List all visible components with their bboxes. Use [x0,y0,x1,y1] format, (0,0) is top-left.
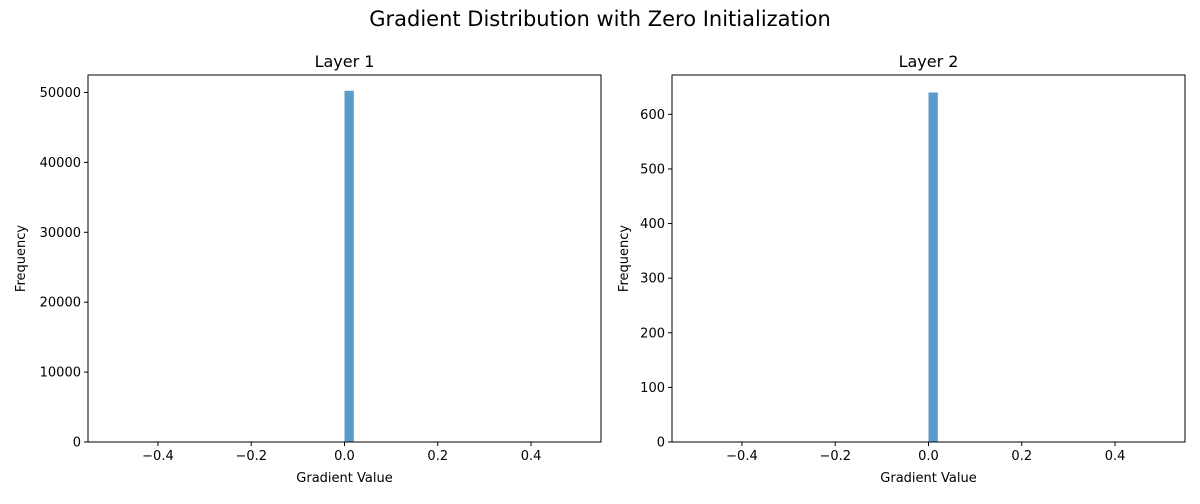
figure-title: Gradient Distribution with Zero Initiali… [369,7,831,31]
x-axis-label: Gradient Value [880,471,976,486]
y-tick-label: 10000 [40,366,81,381]
x-tick-label: −0.4 [726,449,758,464]
x-tick-label: 0.0 [334,449,355,464]
y-tick-label: 50000 [40,86,81,101]
y-tick-label: 400 [640,217,665,232]
y-tick-label: 200 [640,326,665,341]
subplot-title: Layer 2 [899,52,959,71]
subplot-title: Layer 1 [315,52,375,71]
y-tick-label: 0 [73,436,81,451]
x-tick-label: 0.2 [427,449,448,464]
histogram-bar [928,92,938,442]
y-tick-label: 500 [640,162,665,177]
y-tick-label: 100 [640,381,665,396]
y-tick-label: 0 [657,436,665,451]
x-tick-label: 0.4 [1105,449,1126,464]
x-tick-label: 0.2 [1011,449,1032,464]
y-tick-label: 300 [640,272,665,287]
x-tick-label: 0.4 [521,449,542,464]
x-tick-label: −0.4 [142,449,174,464]
histogram-bar [344,90,354,443]
subplot-layer-2: −0.4 −0.2 0.0 0.2 0.4 0 100 200 300 400 500 600 Laye… [617,52,1186,486]
y-tick-label: 600 [640,108,665,123]
x-axis-label: Gradient Value [296,471,392,486]
y-tick-label: 30000 [40,226,81,241]
x-tick-label: −0.2 [819,449,851,464]
y-tick-label: 40000 [40,156,81,171]
y-axis-label: Frequency [14,225,29,292]
x-tick-label: −0.2 [235,449,267,464]
y-axis-label: Frequency [617,225,632,292]
y-tick-label: 20000 [40,296,81,311]
x-tick-label: 0.0 [918,449,939,464]
subplot-layer-1: −0.4 −0.2 0.0 0.2 0.4 0 10000 20000 30000 40000 50… [14,52,602,486]
